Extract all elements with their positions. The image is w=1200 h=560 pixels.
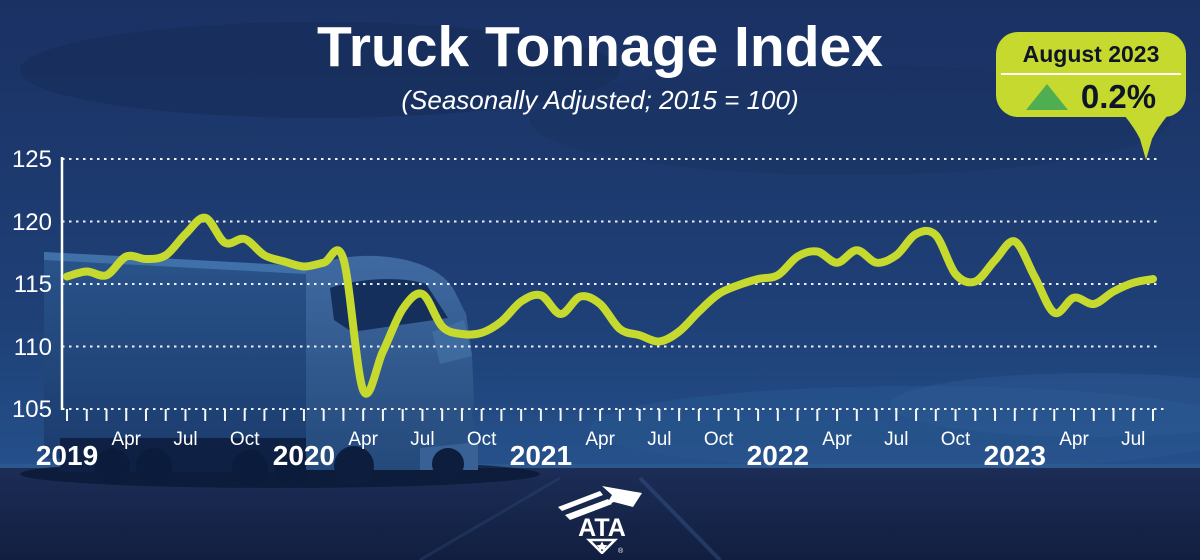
x-month-label-Apr: Apr xyxy=(822,429,852,450)
x-month-label-Jul: Jul xyxy=(1121,429,1146,450)
x-month-label-Jul: Jul xyxy=(173,429,198,450)
lane-marking xyxy=(419,476,561,560)
x-year-label-2020: 2020 xyxy=(272,440,336,471)
tonnage-index-line xyxy=(63,213,1157,398)
x-month-label-Oct: Oct xyxy=(703,429,734,450)
ata-flag-swoosh xyxy=(558,486,642,520)
x-month-label-Jul: Jul xyxy=(410,429,435,450)
x-month-label-Jul: Jul xyxy=(647,429,672,450)
y-tick-label-120: 120 xyxy=(11,208,52,236)
y-tick-label-105: 105 xyxy=(11,396,52,423)
horizon-cloud xyxy=(890,373,1200,437)
x-month-label-Apr: Apr xyxy=(111,429,142,450)
lane-marking xyxy=(638,476,722,560)
latest-month-callout: August 2023 0.2% xyxy=(996,32,1186,117)
x-month-label-Oct: Oct xyxy=(229,429,260,450)
x-year-label-2023: 2023 xyxy=(983,440,1046,471)
registered-mark: ® xyxy=(618,547,624,554)
callout-tail xyxy=(1124,115,1168,160)
x-month-label-Apr: Apr xyxy=(1059,429,1089,450)
ata-star-triangle: ® xyxy=(585,538,624,554)
ata-logo-text: ATA xyxy=(578,514,626,542)
ata-logo: ATA ® xyxy=(558,486,642,554)
x-year-label-2019: 2019 xyxy=(35,440,99,471)
x-month-label-Jul: Jul xyxy=(884,429,909,450)
callout-period-label: August 2023 xyxy=(1022,40,1160,67)
horizon-cloud xyxy=(590,386,1200,470)
y-tick-label-110: 110 xyxy=(13,333,52,361)
x-year-label-2021: 2021 xyxy=(509,440,573,471)
callout-change-row: 0.2% xyxy=(996,75,1186,117)
callout-divider xyxy=(1001,73,1181,75)
dark-cloud xyxy=(20,22,620,118)
chart-header: Truck Tonnage Index (Seasonally Adjusted… xyxy=(0,16,1200,116)
x-month-label-Oct: Oct xyxy=(940,429,971,450)
x-year-label-2022: 2022 xyxy=(746,440,809,471)
y-tick-label-125: 125 xyxy=(11,146,52,173)
callout-change-value: 0.2% xyxy=(1080,78,1157,115)
x-month-label-Apr: Apr xyxy=(348,429,378,450)
horizon-line xyxy=(0,464,1200,469)
page-subtitle: (Seasonally Adjusted; 2015 = 100) xyxy=(401,84,799,115)
y-tick-label-115: 115 xyxy=(13,271,52,298)
x-month-label-Oct: Oct xyxy=(466,429,497,450)
truck-silhouette xyxy=(20,252,540,488)
x-month-label-Apr: Apr xyxy=(585,429,615,450)
page-title: Truck Tonnage Index xyxy=(317,15,883,79)
up-arrow-icon xyxy=(1025,84,1068,110)
